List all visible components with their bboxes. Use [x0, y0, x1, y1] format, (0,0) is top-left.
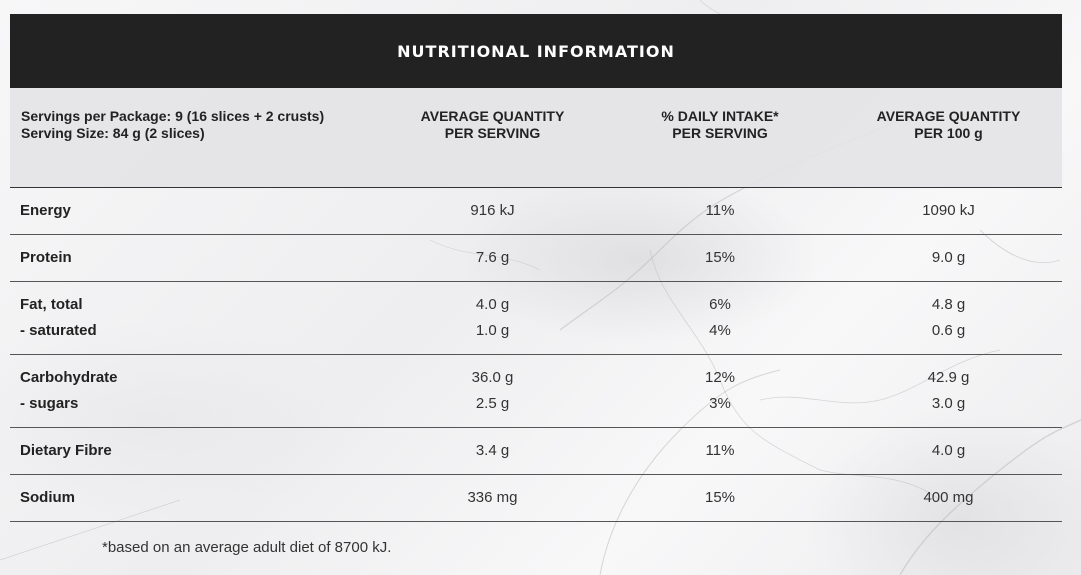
column-header-per-100g: AVERAGE QUANTITY PER 100 g	[876, 108, 1021, 141]
per-serving-value: 336 mg	[467, 489, 518, 506]
daily-intake-value: 11%	[705, 202, 735, 219]
row-label: Protein	[20, 249, 72, 266]
per-100g-value: 400 mg	[923, 489, 974, 506]
serving-info: Servings per Package: 9 (16 slices + 2 c…	[10, 88, 380, 187]
table-row-carbohydrate: Carbohydrate - sugars 36.0 g 2.5 g 12% 3…	[10, 355, 1062, 428]
row-label: Dietary Fibre	[20, 442, 112, 459]
table-header: Servings per Package: 9 (16 slices + 2 c…	[10, 88, 1062, 188]
sub-per-serving-value: 2.5 g	[475, 395, 510, 412]
per-serving-value: 36.0 g	[471, 369, 514, 386]
table-row-energy: Energy 916 kJ 11% 1090 kJ	[10, 188, 1062, 235]
per-serving-value: 3.4 g	[475, 442, 510, 459]
per-100g-value: 9.0 g	[931, 249, 966, 266]
daily-intake-value: 15%	[704, 249, 736, 266]
sub-per-serving-value: 1.0 g	[475, 322, 510, 339]
table-row-fat: Fat, total - saturated 4.0 g 1.0 g 6% 4%…	[10, 282, 1062, 355]
sub-per-100g-value: 0.6 g	[931, 322, 966, 339]
row-label: Fat, total	[20, 296, 83, 313]
table-row-sodium: Sodium 336 mg 15% 400 mg	[10, 475, 1062, 522]
daily-intake-value: 12%	[704, 369, 736, 386]
row-sub-label: - sugars	[20, 395, 79, 412]
table-row-dietary-fibre: Dietary Fibre 3.4 g 11% 4.0 g	[10, 428, 1062, 475]
nutrition-panel: NUTRITIONAL INFORMATION Servings per Pac…	[10, 14, 1062, 522]
per-100g-value: 4.0 g	[931, 442, 966, 459]
title-bar: NUTRITIONAL INFORMATION	[10, 14, 1062, 88]
daily-intake-value: 6%	[709, 296, 731, 313]
sub-daily-intake-value: 3%	[709, 395, 731, 412]
column-header-daily-intake: % DAILY INTAKE* PER SERVING	[661, 108, 779, 141]
page-title: NUTRITIONAL INFORMATION	[397, 41, 675, 61]
row-label: Sodium	[20, 489, 75, 506]
servings-per-package: Servings per Package: 9 (16 slices + 2 c…	[21, 108, 325, 124]
daily-intake-value: 11%	[705, 442, 735, 459]
per-serving-value: 4.0 g	[475, 296, 510, 313]
sub-daily-intake-value: 4%	[709, 322, 731, 339]
row-sub-label: - saturated	[20, 322, 97, 339]
per-serving-value: 7.6 g	[475, 249, 510, 266]
per-100g-value: 1090 kJ	[922, 202, 975, 219]
per-100g-value: 42.9 g	[927, 369, 970, 386]
per-serving-value: 916 kJ	[470, 202, 515, 219]
table-row-protein: Protein 7.6 g 15% 9.0 g	[10, 235, 1062, 282]
daily-intake-value: 15%	[704, 489, 736, 506]
serving-size: Serving Size: 84 g (2 slices)	[21, 125, 205, 141]
sub-per-100g-value: 3.0 g	[931, 395, 966, 412]
row-label: Energy	[20, 202, 71, 219]
footnote: *based on an average adult diet of 8700 …	[102, 539, 392, 556]
column-header-per-serving: AVERAGE QUANTITY PER SERVING	[420, 108, 565, 141]
row-label: Carbohydrate	[20, 369, 118, 386]
per-100g-value: 4.8 g	[931, 296, 966, 313]
